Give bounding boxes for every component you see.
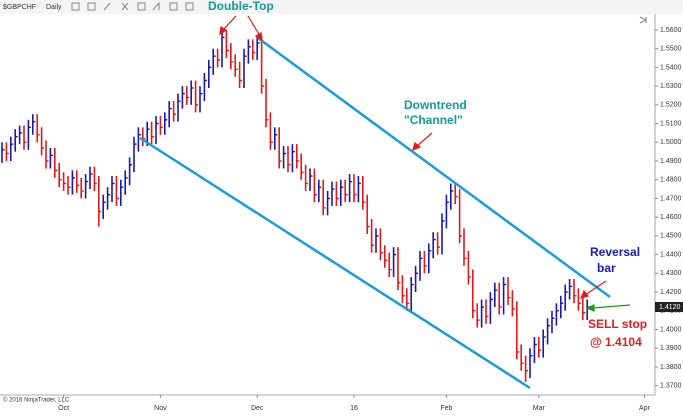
channel-label: "Channel" bbox=[404, 113, 463, 127]
x-tick-label: Feb bbox=[440, 405, 452, 412]
y-tick-label: 1.3800 bbox=[660, 364, 682, 371]
reversal-label: Reversal bbox=[590, 245, 640, 259]
channel-upper bbox=[257, 36, 611, 299]
double-top-label: Double-Top bbox=[208, 0, 274, 13]
y-tick-label: 1.5600 bbox=[660, 27, 682, 34]
y-tick-label: 1.4800 bbox=[660, 177, 682, 184]
y-tick-label: 1.5000 bbox=[660, 139, 682, 146]
x-tick-label: Apr bbox=[639, 405, 651, 412]
copyright: © 2016 NinjaTrader, LLC bbox=[3, 397, 70, 404]
channel-label: Downtrend bbox=[404, 98, 467, 112]
y-tick-label: 1.4300 bbox=[660, 270, 682, 277]
interval[interactable]: Daily bbox=[46, 4, 62, 11]
last-price-marker bbox=[655, 302, 683, 313]
y-tick-label: 1.4200 bbox=[660, 289, 682, 296]
y-tick-label: 1.3700 bbox=[660, 382, 682, 389]
reversal-label: bar bbox=[597, 261, 616, 275]
panel-icon[interactable] bbox=[639, 16, 648, 24]
y-tick-label: 1.5200 bbox=[660, 102, 682, 109]
y-tick-label: 1.5400 bbox=[660, 64, 682, 71]
sell-label: SELL stop bbox=[588, 317, 647, 331]
arrows bbox=[219, 15, 607, 299]
y-tick-label: 1.4600 bbox=[660, 214, 682, 221]
channel-lower bbox=[139, 136, 531, 390]
y-tick-label: 1.5300 bbox=[660, 83, 682, 90]
x-tick-label: Oct bbox=[58, 405, 69, 412]
toolbar bbox=[0, 0, 683, 14]
y-tick-label: 1.4700 bbox=[660, 195, 682, 202]
y-tick-label: 1.4400 bbox=[660, 251, 682, 258]
y-tick-label: 1.4900 bbox=[660, 158, 682, 165]
x-tick-label: Dec bbox=[251, 405, 264, 412]
y-tick-label: 1.4500 bbox=[660, 233, 682, 240]
y-tick-label: 1.5500 bbox=[660, 46, 682, 53]
x-tick-label: 16 bbox=[350, 405, 358, 412]
sell-arrow bbox=[585, 304, 631, 312]
x-tick-label: Nov bbox=[154, 405, 167, 412]
x-tick-label: Mar bbox=[533, 405, 546, 412]
toolbar-icons[interactable] bbox=[71, 1, 194, 11]
y-tick-label: 1.3900 bbox=[660, 345, 682, 352]
y-tick-label: 1.5100 bbox=[660, 120, 682, 127]
sell-label: @ 1.4104 bbox=[590, 335, 642, 349]
last-price-label: 1.4120 bbox=[659, 304, 681, 311]
y-tick-label: 1.4000 bbox=[660, 326, 682, 333]
symbol[interactable]: $GBPCHF bbox=[3, 4, 36, 11]
